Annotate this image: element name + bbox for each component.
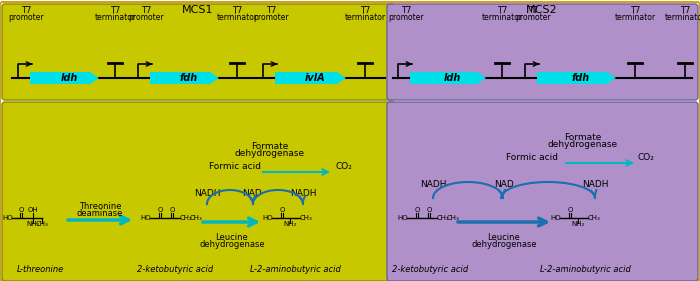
Text: L-2-aminobutyric acid: L-2-aminobutyric acid	[540, 265, 631, 274]
Text: ldh: ldh	[60, 73, 78, 83]
Text: Formate: Formate	[251, 142, 288, 151]
Text: O: O	[414, 207, 420, 213]
Text: promoter: promoter	[253, 13, 289, 22]
Text: Leucine: Leucine	[216, 233, 248, 242]
Text: HO: HO	[3, 215, 13, 221]
Text: T7: T7	[232, 6, 242, 15]
Text: ivlA: ivlA	[304, 73, 326, 83]
Text: promoter: promoter	[8, 13, 44, 22]
Text: CH₃: CH₃	[190, 215, 202, 221]
Text: promoter: promoter	[389, 13, 424, 22]
Text: terminator: terminator	[94, 13, 136, 22]
Text: O: O	[279, 207, 285, 213]
Text: CH₃: CH₃	[36, 221, 48, 227]
Text: dehydrogenase: dehydrogenase	[471, 240, 537, 249]
Text: dehydrogenase: dehydrogenase	[548, 140, 618, 149]
Text: CH₂: CH₂	[180, 215, 193, 221]
Text: deaminase: deaminase	[77, 209, 123, 218]
Text: CO₂: CO₂	[335, 162, 352, 171]
Text: NH₂: NH₂	[284, 221, 297, 227]
Text: CH₂: CH₂	[437, 215, 449, 221]
Text: T7: T7	[497, 6, 508, 15]
FancyBboxPatch shape	[387, 102, 698, 281]
Text: terminator: terminator	[615, 13, 656, 22]
Text: terminator: terminator	[482, 13, 523, 22]
FancyBboxPatch shape	[2, 102, 395, 281]
Text: OH: OH	[28, 207, 38, 213]
Text: terminator: terminator	[216, 13, 258, 22]
Text: T7: T7	[266, 6, 276, 15]
Text: T7: T7	[528, 6, 538, 15]
Text: T7: T7	[141, 6, 151, 15]
Text: NADH: NADH	[290, 189, 316, 198]
Text: 2-ketobutyric acid: 2-ketobutyric acid	[137, 265, 213, 274]
Text: HO: HO	[262, 215, 273, 221]
Text: NADH: NADH	[420, 180, 447, 189]
Text: O: O	[426, 207, 432, 213]
Text: L-2-aminobutyric acid: L-2-aminobutyric acid	[250, 265, 340, 274]
Text: Leucine: Leucine	[488, 233, 520, 242]
Text: T7: T7	[360, 6, 370, 15]
FancyArrow shape	[410, 72, 486, 84]
Text: fdh: fdh	[180, 73, 198, 83]
Text: NH₂: NH₂	[571, 221, 584, 227]
FancyBboxPatch shape	[2, 4, 395, 100]
Text: O: O	[169, 207, 175, 213]
Text: L-threonine: L-threonine	[16, 265, 64, 274]
Text: Formic acid: Formic acid	[209, 162, 261, 171]
Text: T7: T7	[680, 6, 690, 15]
Text: ldh: ldh	[444, 73, 461, 83]
Text: NAD: NAD	[242, 189, 262, 198]
Text: fdh: fdh	[572, 73, 590, 83]
Text: MCS2: MCS2	[526, 5, 558, 15]
Text: Formic acid: Formic acid	[506, 153, 558, 162]
Text: CH₃: CH₃	[587, 215, 601, 221]
Text: T7: T7	[21, 6, 32, 15]
Text: terminator: terminator	[664, 13, 700, 22]
Text: NADH: NADH	[194, 189, 220, 198]
Text: T7: T7	[110, 6, 120, 15]
Text: terminator: terminator	[344, 13, 386, 22]
Text: dehydrogenase: dehydrogenase	[199, 240, 265, 249]
Text: MCS1: MCS1	[182, 5, 214, 15]
Text: O: O	[567, 207, 573, 213]
FancyArrow shape	[275, 72, 346, 84]
Text: Formate: Formate	[564, 133, 602, 142]
Text: NADH: NADH	[582, 180, 608, 189]
FancyArrow shape	[150, 72, 219, 84]
Text: promoter: promoter	[128, 13, 164, 22]
Text: HO: HO	[141, 215, 151, 221]
Text: T7: T7	[401, 6, 411, 15]
Text: 2-ketobutyric acid: 2-ketobutyric acid	[392, 265, 468, 274]
Text: HO: HO	[551, 215, 561, 221]
Text: CO₂: CO₂	[638, 153, 655, 162]
Text: CH₃: CH₃	[300, 215, 312, 221]
FancyArrow shape	[30, 72, 99, 84]
Text: NH₂: NH₂	[27, 221, 40, 227]
FancyBboxPatch shape	[387, 4, 698, 100]
Text: dehydrogenase: dehydrogenase	[235, 149, 305, 158]
FancyArrow shape	[537, 72, 616, 84]
Text: HO: HO	[398, 215, 408, 221]
Text: O: O	[18, 207, 24, 213]
Text: T7: T7	[630, 6, 640, 15]
Text: promoter: promoter	[515, 13, 551, 22]
Text: CH₃: CH₃	[447, 215, 459, 221]
Text: O: O	[158, 207, 162, 213]
Text: Threonine: Threonine	[78, 202, 121, 211]
Text: NAD: NAD	[494, 180, 514, 189]
